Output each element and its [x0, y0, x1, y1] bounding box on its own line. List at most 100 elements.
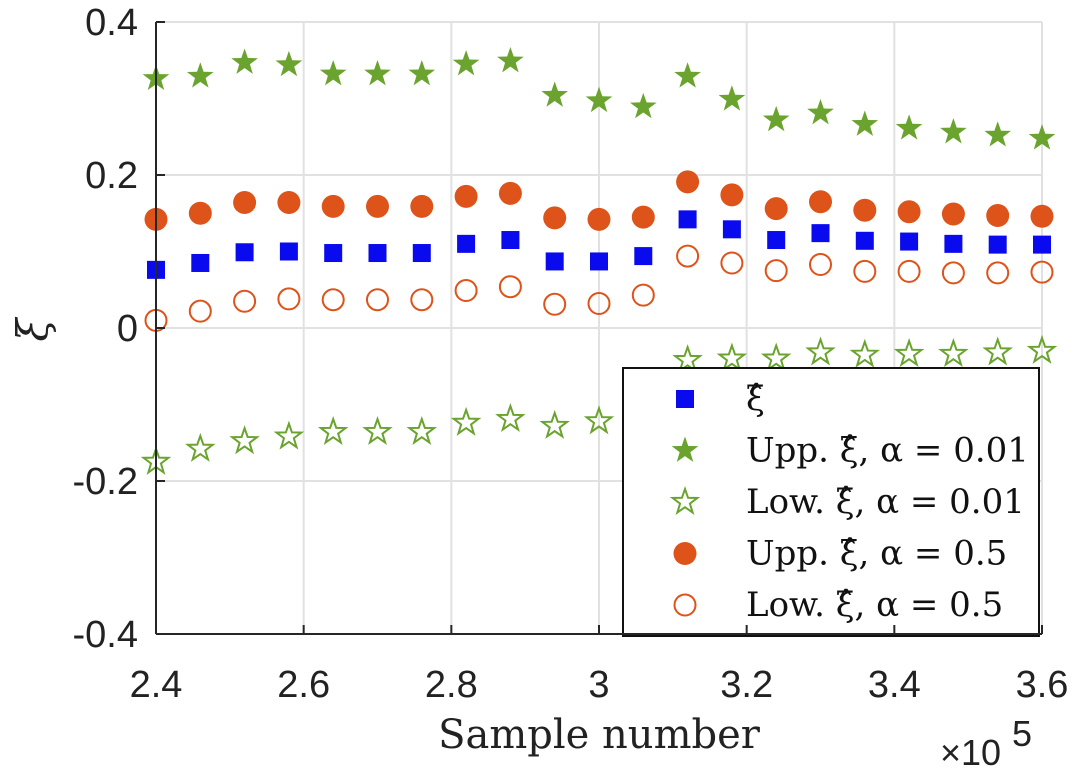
data-point — [764, 197, 788, 221]
legend: ξ̂ Upp. ξ̂, α = 0.01 Low. ξ̂, α = 0.01 Upp.… — [622, 367, 1040, 637]
data-point — [452, 50, 480, 76]
data-point — [279, 242, 298, 261]
data-point — [235, 243, 254, 262]
y-axis-label: ξ — [8, 317, 57, 342]
data-point — [543, 206, 567, 230]
data-point — [674, 62, 701, 88]
data-point — [809, 190, 832, 214]
labels: 2.4 2.6 2.8 3 3.2 3.4 3.6 -0.4 -0.2 0 0.2 0.4 Sample… — [8, 2, 1068, 773]
data-point — [412, 244, 431, 263]
data-point — [366, 288, 389, 312]
y-tick-label: -0.4 — [73, 614, 138, 656]
data-point — [634, 247, 653, 266]
data-point — [319, 60, 347, 86]
data-point — [321, 288, 345, 312]
data-point — [583, 405, 615, 435]
data-point — [716, 342, 748, 372]
legend-marker — [676, 390, 694, 408]
x-axis-label: Sample number — [438, 712, 761, 758]
data-point — [410, 288, 434, 312]
data-point — [188, 299, 212, 323]
data-point — [277, 191, 301, 215]
data-point — [495, 402, 526, 433]
data-point — [893, 337, 925, 367]
data-point — [851, 110, 879, 136]
x-exponent-power: 5 — [1012, 713, 1032, 754]
legend-label: Upp. ξ̂, α = 0.5 — [746, 534, 1007, 574]
data-point — [941, 261, 965, 285]
data-point — [897, 259, 921, 283]
data-point — [231, 48, 258, 74]
data-marks — [140, 47, 1058, 475]
data-point — [678, 210, 697, 229]
data-point — [498, 181, 522, 205]
data-point — [629, 92, 657, 119]
data-point — [676, 244, 700, 268]
legend-label: ξ̂ — [746, 379, 765, 419]
data-point — [366, 194, 389, 218]
data-point — [944, 234, 963, 253]
data-point — [1033, 235, 1051, 254]
data-point — [188, 201, 212, 225]
data-point — [368, 244, 387, 263]
x-tick-label: 3.2 — [720, 664, 773, 706]
legend-label: Upp. ξ̂, α = 0.01 — [746, 431, 1029, 471]
data-point — [587, 292, 611, 316]
data-point — [676, 170, 700, 194]
data-point — [767, 231, 786, 250]
data-point — [543, 292, 567, 316]
data-point — [1028, 124, 1056, 150]
x-tick-label: 3.6 — [1016, 664, 1069, 706]
data-point — [941, 202, 965, 226]
data-point — [672, 344, 703, 374]
data-point — [498, 275, 522, 299]
legend-label: Low. ξ̂, α = 0.5 — [746, 585, 1003, 625]
data-point — [277, 287, 301, 311]
data-point — [900, 232, 919, 251]
data-point — [410, 194, 434, 218]
legend-marker — [673, 593, 697, 617]
x-tick-label: 3.4 — [868, 664, 921, 706]
data-point — [849, 338, 881, 368]
data-point — [539, 409, 570, 439]
data-point — [855, 231, 874, 250]
data-point — [233, 289, 257, 313]
data-point — [805, 336, 836, 366]
data-point — [362, 415, 393, 446]
legend-marker — [673, 542, 697, 565]
y-tick-label: 0 — [117, 308, 138, 350]
data-point — [631, 205, 655, 229]
data-point — [191, 253, 210, 272]
x-exponent-label: ×10 — [940, 732, 1001, 773]
data-point — [541, 81, 569, 107]
data-point — [186, 62, 214, 88]
data-point — [545, 252, 564, 271]
data-point — [982, 336, 1013, 366]
x-tick-label: 2.4 — [130, 664, 183, 706]
data-point — [229, 425, 260, 455]
y-tick-label: 0.4 — [85, 2, 138, 44]
data-point — [762, 105, 790, 132]
data-point — [631, 283, 655, 307]
data-point — [809, 253, 832, 277]
data-point — [764, 259, 788, 283]
legend-marker — [671, 436, 699, 462]
y-tick-label: 0.2 — [85, 155, 138, 197]
legend-marker — [669, 485, 701, 515]
data-point — [585, 86, 613, 113]
data-point — [317, 415, 349, 446]
data-point — [406, 415, 438, 446]
data-point — [853, 198, 877, 222]
data-point — [895, 114, 923, 140]
data-point — [587, 207, 611, 231]
data-point — [364, 60, 391, 86]
data-point — [984, 121, 1012, 147]
data-point — [321, 194, 345, 218]
data-point — [811, 224, 830, 243]
data-point — [718, 85, 746, 111]
data-point — [450, 406, 482, 436]
data-point — [590, 252, 608, 271]
data-point — [324, 244, 343, 263]
axes — [155, 21, 1043, 635]
